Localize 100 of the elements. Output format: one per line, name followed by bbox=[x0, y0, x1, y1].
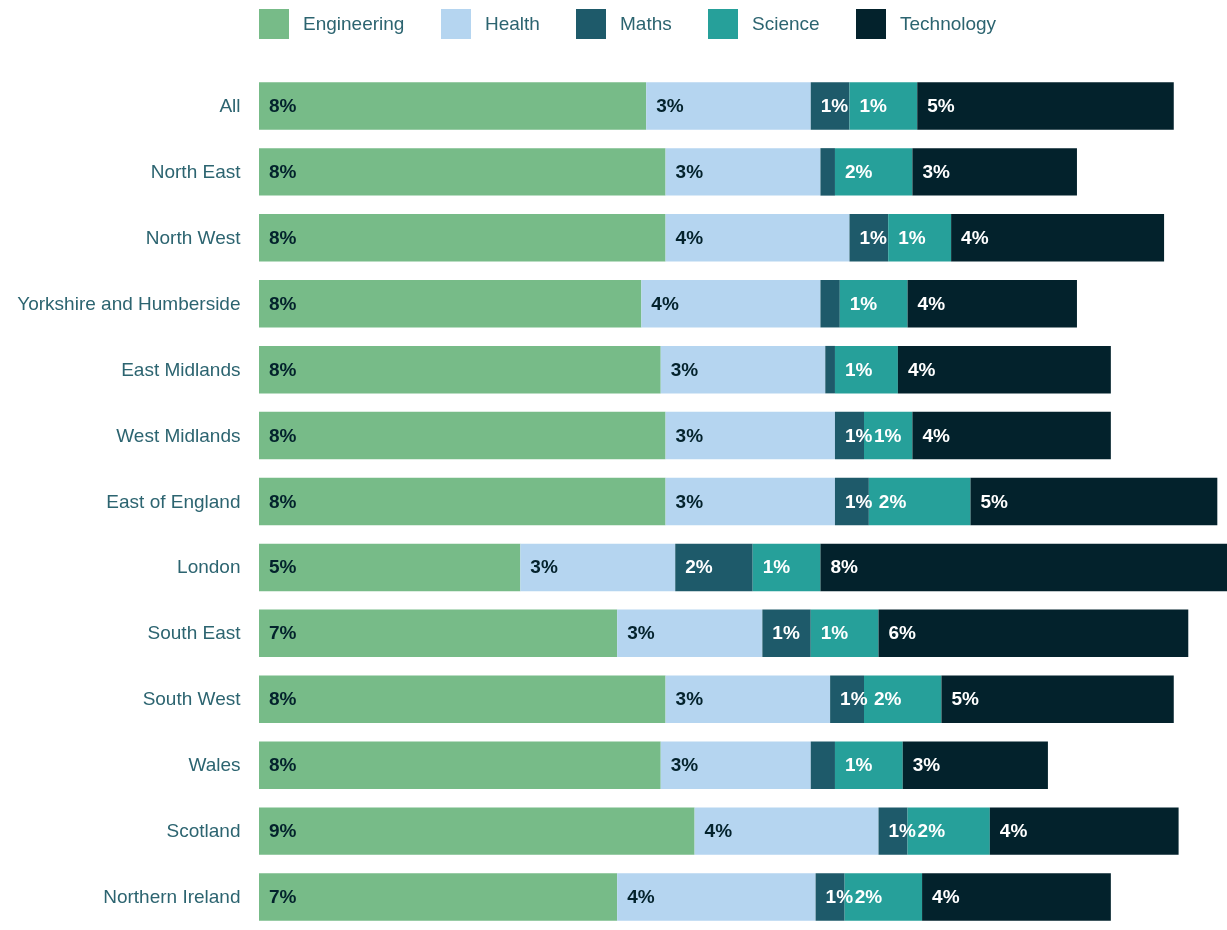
bar bbox=[665, 477, 835, 526]
bar bbox=[951, 214, 1165, 262]
y-tick-label: West Midlands bbox=[116, 424, 241, 446]
bar bbox=[259, 148, 666, 196]
y-tick-label: North East bbox=[150, 160, 242, 182]
data-label: 8% bbox=[269, 226, 297, 248]
bar bbox=[834, 345, 898, 394]
data-label: 8% bbox=[269, 292, 297, 314]
data-label: 4% bbox=[651, 292, 679, 314]
y-tick-label: South West bbox=[142, 688, 242, 710]
data-label: 1% bbox=[859, 94, 888, 116]
data-label: 8% bbox=[269, 490, 297, 512]
bar bbox=[259, 477, 666, 526]
data-label: 8% bbox=[269, 94, 297, 116]
bar bbox=[665, 411, 835, 460]
bar bbox=[970, 477, 1218, 526]
bar bbox=[694, 807, 879, 855]
data-label: 1% bbox=[849, 292, 878, 314]
data-label: 7% bbox=[269, 622, 297, 644]
data-label: 1% bbox=[888, 820, 917, 842]
data-label: 3% bbox=[675, 424, 704, 446]
data-label: 3% bbox=[670, 358, 699, 380]
data-label: 1% bbox=[844, 424, 873, 446]
bar bbox=[820, 280, 840, 328]
data-label: 4% bbox=[704, 820, 733, 842]
data-label: 3% bbox=[530, 556, 558, 578]
data-label: 3% bbox=[922, 160, 950, 182]
bar bbox=[752, 543, 821, 592]
data-label: 3% bbox=[675, 688, 704, 710]
data-label: 2% bbox=[844, 160, 873, 182]
legend-label: Maths bbox=[620, 13, 672, 34]
data-label: 1% bbox=[840, 688, 868, 710]
bar bbox=[617, 873, 816, 921]
data-label: 1% bbox=[844, 754, 873, 776]
data-label: 1% bbox=[859, 226, 888, 248]
y-tick-label: Northern Ireland bbox=[103, 886, 241, 908]
data-label: 8% bbox=[269, 424, 297, 446]
legend-label: Science bbox=[752, 13, 820, 34]
bar bbox=[917, 82, 1174, 130]
data-label: 1% bbox=[844, 358, 873, 380]
data-label: 3% bbox=[675, 160, 704, 182]
data-label: 1% bbox=[820, 622, 849, 644]
bar bbox=[665, 148, 821, 196]
bar bbox=[888, 214, 952, 262]
data-label: 1% bbox=[825, 886, 854, 908]
bar bbox=[907, 280, 1077, 328]
y-tick-label: Yorkshire and Humberside bbox=[17, 292, 241, 314]
data-label: 4% bbox=[999, 820, 1028, 842]
bar bbox=[849, 82, 918, 130]
bar bbox=[941, 675, 1174, 723]
data-label: 4% bbox=[961, 226, 989, 248]
bar bbox=[902, 741, 1048, 789]
y-tick-label: North West bbox=[145, 226, 242, 248]
bar bbox=[825, 345, 835, 394]
data-label: 8% bbox=[269, 160, 297, 182]
data-label: 3% bbox=[656, 94, 684, 116]
data-label: 3% bbox=[627, 622, 655, 644]
bar bbox=[912, 411, 1111, 460]
data-label: 5% bbox=[980, 490, 1009, 512]
bar bbox=[259, 280, 642, 328]
bar bbox=[259, 807, 695, 855]
bar bbox=[259, 543, 521, 592]
data-label: 4% bbox=[907, 358, 936, 380]
y-tick-label: East of England bbox=[106, 490, 241, 512]
y-tick-label: Wales bbox=[188, 754, 241, 776]
data-label: 5% bbox=[269, 556, 297, 578]
bar bbox=[641, 280, 821, 328]
data-label: 8% bbox=[269, 754, 297, 776]
data-label: 9% bbox=[269, 820, 297, 842]
bar bbox=[259, 609, 618, 658]
bar bbox=[259, 345, 661, 394]
bar bbox=[259, 741, 661, 789]
y-tick-label: All bbox=[219, 94, 241, 116]
bar bbox=[660, 345, 826, 394]
data-label: 7% bbox=[269, 886, 297, 908]
bar bbox=[259, 411, 666, 460]
data-label: 2% bbox=[854, 886, 883, 908]
data-label: 4% bbox=[627, 886, 655, 908]
data-label: 1% bbox=[820, 94, 849, 116]
data-label: 8% bbox=[269, 358, 297, 380]
legend-label: Engineering bbox=[303, 13, 405, 34]
data-label: 2% bbox=[874, 688, 902, 710]
legend-label: Technology bbox=[900, 13, 997, 34]
y-tick-label: East Midlands bbox=[121, 358, 241, 380]
bar bbox=[878, 609, 1189, 658]
bar bbox=[897, 345, 1111, 394]
bar bbox=[660, 741, 811, 789]
bar bbox=[259, 82, 647, 130]
bar bbox=[810, 609, 879, 658]
data-label: 1% bbox=[898, 226, 926, 248]
data-label: 2% bbox=[878, 490, 907, 512]
bar bbox=[259, 214, 666, 262]
legend-label: Health bbox=[485, 13, 540, 34]
data-label: 5% bbox=[927, 94, 955, 116]
data-label: 5% bbox=[951, 688, 980, 710]
bar bbox=[762, 609, 811, 658]
bar bbox=[834, 148, 913, 196]
bar bbox=[675, 543, 753, 592]
data-label: 4% bbox=[675, 226, 704, 248]
y-tick-label: Scotland bbox=[166, 820, 241, 842]
